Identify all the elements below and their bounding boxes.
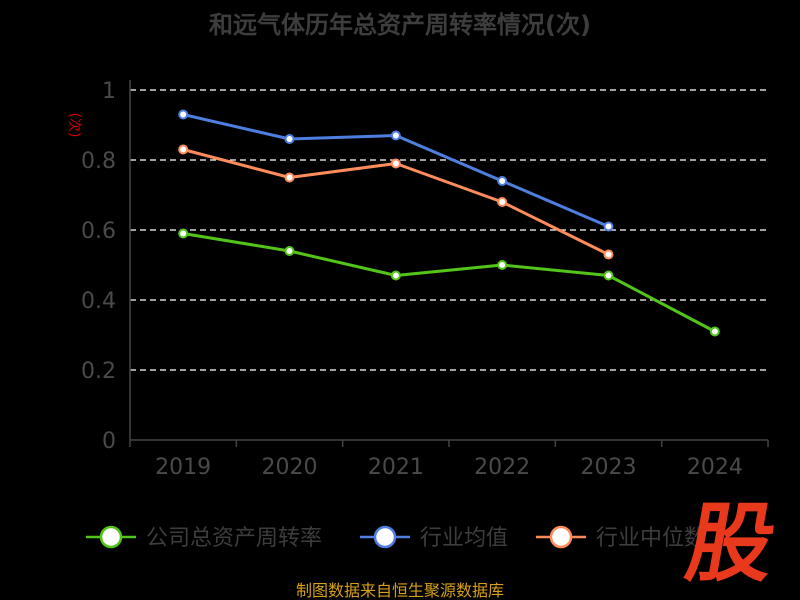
data-point: [603, 221, 614, 232]
legend-item-2[interactable]: 行业中位数: [536, 525, 706, 551]
y-tick-label: 0.6: [81, 219, 116, 244]
data-point: [603, 270, 614, 281]
series-0: [178, 228, 720, 337]
x-tick-label: 2022: [474, 455, 530, 480]
data-point: [178, 144, 189, 155]
y-tick-label: 0.4: [81, 289, 116, 314]
data-point: [390, 130, 401, 141]
axes: [129, 80, 769, 447]
x-tick-label: 2019: [155, 455, 211, 480]
legend-item-1[interactable]: 行业均值: [360, 525, 508, 551]
data-source-note: 制图数据来自恒生聚源数据库: [296, 581, 504, 600]
data-point: [497, 197, 508, 207]
legend-item-0[interactable]: 公司总资产周转率: [86, 525, 322, 551]
y-tick-label: 0.8: [81, 149, 116, 174]
series-layer: [178, 109, 720, 337]
watermark-logo: 股: [679, 494, 783, 594]
data-point: [709, 326, 720, 337]
legend-label: 公司总资产周转率: [146, 526, 322, 551]
legend-label: 行业均值: [420, 526, 508, 551]
legend-marker: [99, 525, 123, 549]
chart-title: 和远气体历年总资产周转率情况(次): [209, 11, 591, 39]
x-tick-label: 2023: [581, 455, 637, 480]
x-tick-labels: 2019 2020 2021 2022 2023 2024: [155, 455, 743, 480]
legend-label: 行业中位数: [596, 526, 706, 551]
data-point: [284, 134, 295, 144]
data-point: [178, 228, 189, 239]
series-1: [178, 109, 614, 232]
data-point: [390, 158, 401, 169]
data-point: [497, 260, 508, 270]
y-tick-label: 0: [102, 429, 116, 454]
legend-marker: [549, 525, 573, 549]
series-2: [178, 144, 614, 260]
data-point: [284, 172, 295, 183]
series-line: [182, 232, 716, 333]
data-point: [284, 246, 295, 256]
legend-marker: [373, 525, 397, 549]
x-tick-label: 2024: [687, 455, 743, 480]
data-point: [390, 270, 401, 281]
data-point: [603, 249, 614, 260]
data-point: [497, 176, 508, 186]
y-tick-label: 1: [102, 79, 116, 104]
y-axis-label: (次): [66, 113, 82, 138]
x-tick-label: 2021: [368, 455, 424, 480]
legend[interactable]: 公司总资产周转率 行业均值 行业中位数: [86, 525, 706, 551]
y-tick-labels: 0 0.2 0.4 0.6 0.8 1: [81, 79, 116, 454]
y-tick-label: 0.2: [81, 359, 116, 384]
x-tick-label: 2020: [262, 455, 318, 480]
gridlines: [130, 89, 768, 371]
data-point: [178, 109, 189, 120]
